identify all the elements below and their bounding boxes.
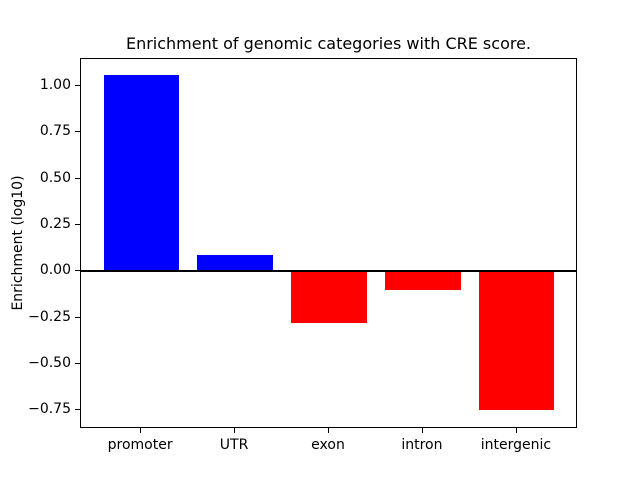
y-tick-mark xyxy=(75,84,80,86)
zero-line xyxy=(81,270,576,273)
y-tick-mark xyxy=(75,131,80,133)
y-tick-label: 1.00 xyxy=(39,76,71,93)
y-tick-label: 0.25 xyxy=(39,215,71,232)
x-tick-label: intron xyxy=(401,437,443,453)
y-tick-label: 0.00 xyxy=(39,262,71,279)
x-tick-label: UTR xyxy=(219,437,249,453)
y-tick-mark xyxy=(75,363,80,365)
y-tick-mark xyxy=(75,409,80,411)
y-tick-mark xyxy=(75,270,80,272)
y-tick-mark xyxy=(75,177,80,179)
y-tick-mark xyxy=(75,316,80,318)
y-tick-label: −0.25 xyxy=(28,308,71,325)
x-tick-label: exon xyxy=(311,437,345,453)
bar-intron xyxy=(385,271,461,290)
x-tick-label: promoter xyxy=(107,437,173,453)
y-tick-label: 0.50 xyxy=(39,169,71,186)
x-tick-mark xyxy=(421,428,423,433)
y-axis-label: Enrichment (log10) xyxy=(10,175,26,311)
x-tick-mark xyxy=(140,428,142,433)
bar-intergenic xyxy=(479,271,555,411)
y-tick-label: 0.75 xyxy=(39,123,71,140)
chart-title: Enrichment of genomic categories with CR… xyxy=(125,34,532,53)
bar-promoter xyxy=(103,74,179,272)
x-tick-mark xyxy=(328,428,329,433)
x-tick-mark xyxy=(515,428,517,433)
y-tick-label: −0.50 xyxy=(28,355,71,372)
x-tick-label: intergenic xyxy=(480,437,552,453)
plot-area xyxy=(80,58,577,428)
bar-UTR xyxy=(197,254,273,272)
y-tick-mark xyxy=(75,223,80,225)
bar-exon xyxy=(291,271,367,324)
y-tick-label: −0.75 xyxy=(28,401,71,418)
x-tick-mark xyxy=(234,428,236,433)
